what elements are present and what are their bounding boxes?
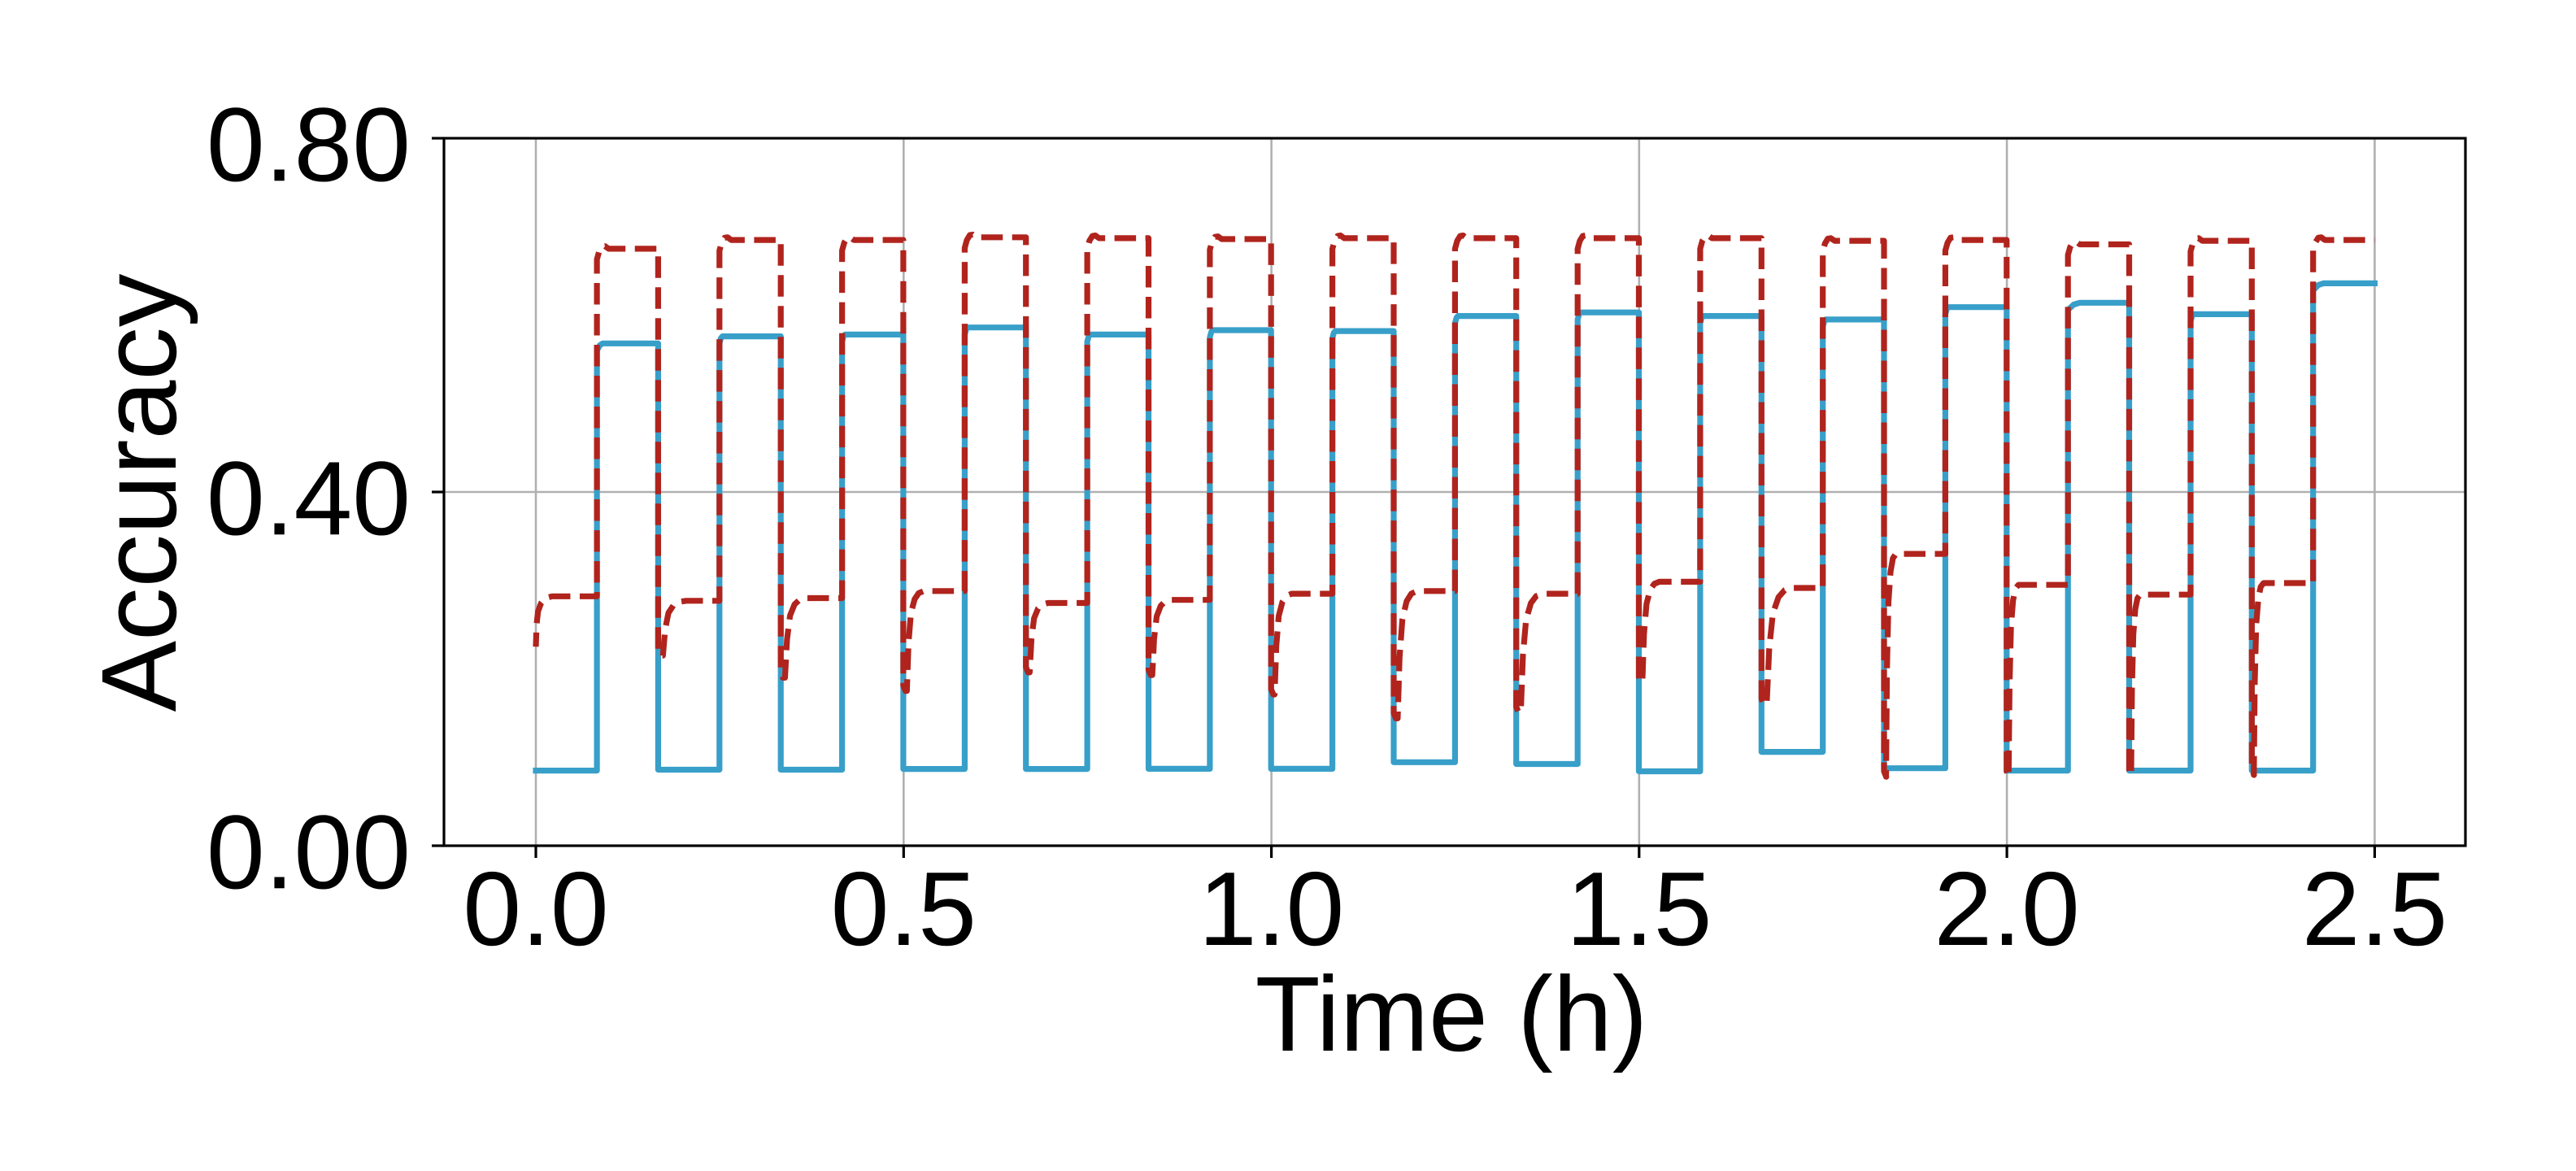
svg-text:Time (h): Time (h) <box>1255 954 1648 1073</box>
svg-text:0.0: 0.0 <box>463 851 608 968</box>
svg-text:2.0: 2.0 <box>1934 851 2079 968</box>
svg-text:0.00: 0.00 <box>207 794 411 911</box>
svg-text:0.40: 0.40 <box>207 440 411 557</box>
svg-text:2.5: 2.5 <box>2302 851 2448 968</box>
svg-text:0.80: 0.80 <box>207 86 411 203</box>
svg-text:1.5: 1.5 <box>1566 851 1712 968</box>
svg-text:1.0: 1.0 <box>1199 851 1344 968</box>
svg-text:0.5: 0.5 <box>831 851 977 968</box>
svg-text:Accuracy: Accuracy <box>79 273 198 712</box>
